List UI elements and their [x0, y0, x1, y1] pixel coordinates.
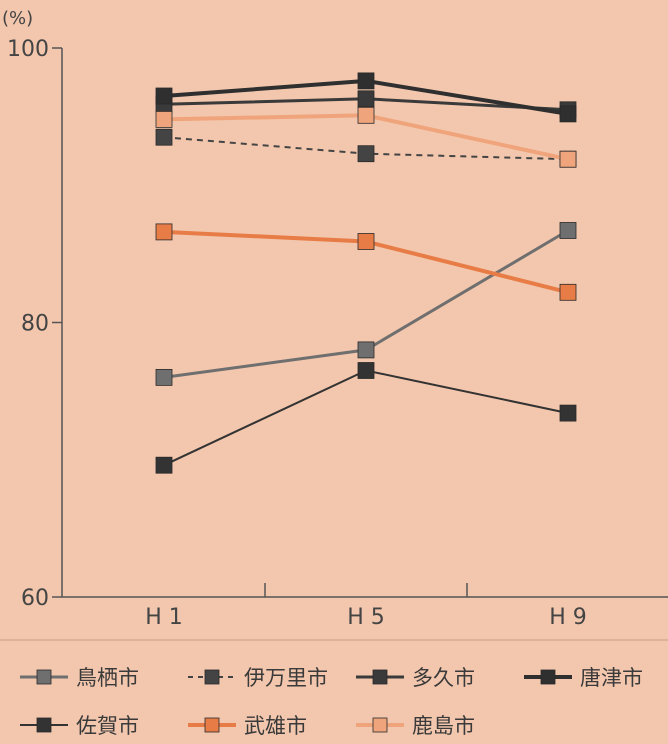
- data-point: [357, 341, 375, 359]
- data-point: [559, 404, 577, 422]
- series-5: [155, 362, 577, 474]
- y-tick-label: 100: [7, 37, 49, 62]
- legend-item: 鹿島市: [356, 714, 475, 738]
- series-6: [155, 223, 577, 301]
- data-point: [155, 456, 173, 474]
- legend-item: 鳥栖市: [20, 666, 139, 690]
- data-point: [559, 222, 577, 239]
- data-point: [357, 145, 375, 163]
- data-point: [357, 106, 375, 124]
- data-point: [155, 223, 173, 241]
- y-tick-label: 80: [21, 312, 49, 337]
- data-point: [559, 150, 577, 168]
- x-tick-label: H 1: [145, 605, 183, 630]
- data-point: [559, 105, 577, 123]
- series-line: [163, 369, 569, 467]
- chart-axes: (%) 60 80 100 H 1 H 5 H 9: [2, 8, 668, 630]
- y-tick-label: 60: [21, 586, 49, 611]
- legend-item: 唐津市: [524, 666, 643, 690]
- x-tick-label: H 5: [347, 605, 385, 630]
- data-point: [357, 362, 375, 379]
- data-point: [155, 87, 173, 105]
- data-point: [155, 111, 173, 128]
- legend-label: 武雄市: [244, 714, 307, 738]
- series-layer: [155, 72, 577, 474]
- y-unit-label: (%): [2, 8, 33, 29]
- data-point: [357, 233, 375, 250]
- legend-item: 佐賀市: [20, 714, 139, 738]
- series-7: [155, 106, 577, 168]
- legend-swatch-marker: [204, 669, 220, 685]
- legend-swatch-marker: [372, 669, 388, 685]
- legend-label: 佐賀市: [76, 714, 139, 738]
- legend-label: 鳥栖市: [76, 666, 139, 690]
- legend-item: 武雄市: [188, 714, 307, 738]
- legend-swatch-marker: [204, 717, 220, 733]
- data-point: [155, 368, 173, 386]
- series-4: [155, 72, 577, 123]
- legend-swatch-marker: [36, 717, 52, 733]
- legend-label: 多久市: [412, 666, 475, 690]
- legend-item: 伊万里市: [188, 666, 328, 690]
- data-point: [357, 72, 375, 90]
- legend-swatch-marker: [372, 717, 388, 733]
- data-point: [357, 90, 375, 108]
- series-1: [155, 222, 577, 386]
- legend-swatch-marker: [540, 669, 556, 685]
- legend-swatch-marker: [36, 669, 52, 685]
- data-point: [155, 128, 173, 146]
- legend-label: 唐津市: [580, 666, 643, 690]
- legend-item: 多久市: [356, 666, 475, 690]
- x-tick-label: H 9: [549, 605, 587, 630]
- legend-label: 鹿島市: [412, 714, 475, 738]
- data-point: [559, 283, 577, 301]
- legend-label: 伊万里市: [244, 666, 328, 690]
